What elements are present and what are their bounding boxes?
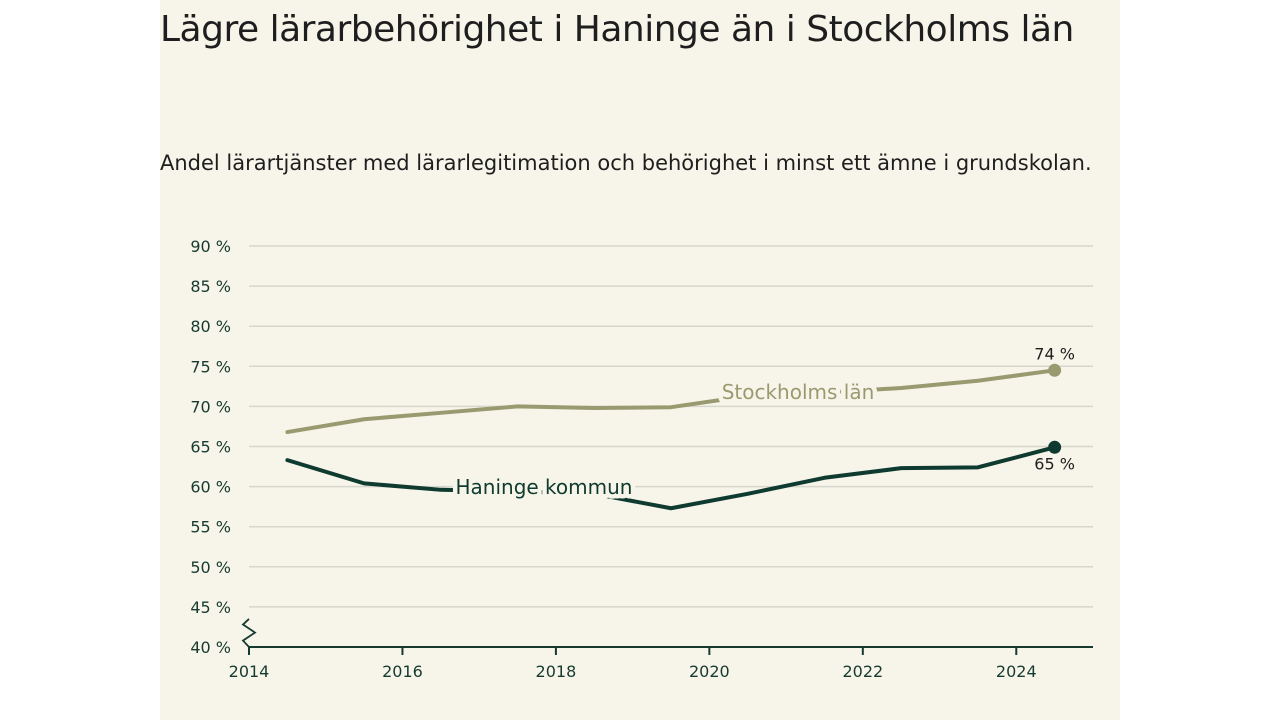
y-tick-label: 70 % — [190, 397, 231, 416]
series-end-point-haninge — [1048, 440, 1062, 454]
x-tick-label: 2022 — [842, 662, 883, 681]
chart-title: Lägre lärarbehörighet i Haninge än i Sto… — [160, 9, 1074, 50]
x-tick-label: 2018 — [536, 662, 577, 681]
y-tick-label: 85 % — [190, 277, 231, 296]
series-label-haninge: Haninge kommun — [456, 475, 633, 499]
series-label-stockholm: Stockholms län — [722, 380, 875, 404]
x-tick-label: 2014 — [229, 662, 270, 681]
y-tick-label: 60 % — [190, 478, 231, 497]
y-tick-label: 90 % — [190, 237, 231, 256]
x-axis-ticks: 2014 2016 2018 2020 2022 2024 — [229, 618, 1093, 681]
y-tick-label: 40 % — [190, 638, 231, 657]
y-tick-label: 75 % — [190, 357, 231, 376]
y-axis-ticks: 40 % 45 % 50 % 55 % 60 % 65 % 70 % 75 % 80 % 85 %… — [190, 237, 231, 657]
grid-lines — [249, 245, 1093, 608]
series-end-point-stockholm — [1048, 363, 1062, 377]
x-tick-label: 2016 — [382, 662, 423, 681]
end-value-label-stockholm: 74 % — [1034, 344, 1075, 363]
series-line-haninge — [285, 445, 1057, 511]
end-value-label-haninge: 65 % — [1034, 454, 1075, 473]
y-tick-label: 80 % — [190, 317, 231, 336]
y-tick-label: 50 % — [190, 558, 231, 577]
axis-break-icon — [241, 618, 257, 648]
series-labels: Stockholms län 74 % Haninge kommun 65 % — [451, 344, 1075, 503]
x-tick-label: 2024 — [996, 662, 1037, 681]
series-lines — [285, 363, 1062, 511]
x-tick-label: 2020 — [689, 662, 730, 681]
y-tick-label: 55 % — [190, 518, 231, 537]
series-line-stockholm — [285, 368, 1057, 435]
y-tick-label: 45 % — [190, 598, 231, 617]
chart-panel — [160, 0, 1120, 720]
y-tick-label: 65 % — [190, 438, 231, 457]
chart-subtitle: Andel lärartjänster med lärarlegitimatio… — [160, 151, 1092, 175]
